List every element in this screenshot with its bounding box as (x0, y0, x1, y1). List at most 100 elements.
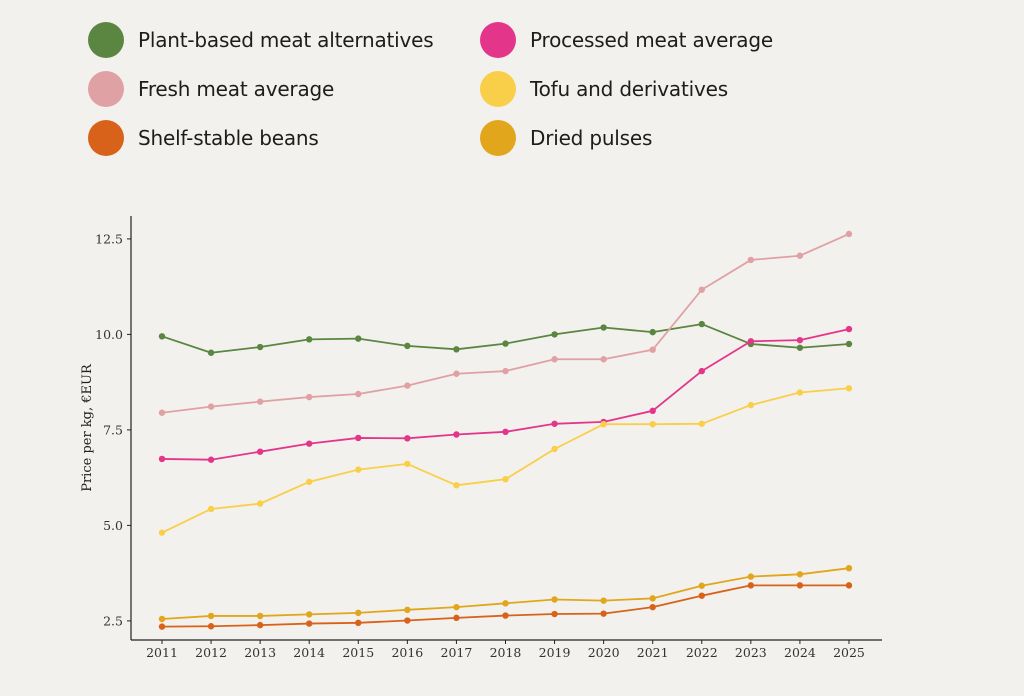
data-point (404, 382, 411, 389)
x-tick-label: 2023 (735, 645, 767, 660)
data-point (207, 623, 215, 630)
data-point (453, 346, 460, 353)
data-point (404, 606, 411, 614)
legend-item-tofu: Tofu and derivatives (480, 71, 728, 107)
legend-label: Processed meat average (530, 28, 773, 52)
data-point (747, 573, 755, 580)
data-point (404, 342, 411, 350)
data-point (453, 614, 460, 622)
y-tick-label: 10.0 (95, 327, 123, 342)
data-point (747, 338, 755, 345)
data-point (551, 610, 558, 618)
data-point (551, 420, 558, 427)
data-point (158, 409, 166, 416)
data-point (551, 596, 558, 603)
data-point (256, 612, 264, 620)
data-point (649, 328, 656, 336)
x-tick-label: 2013 (244, 645, 276, 660)
data-point (502, 367, 509, 375)
data-point (256, 398, 264, 405)
legend-item-fresh-meat: Fresh meat average (88, 71, 334, 107)
data-point (158, 455, 166, 463)
data-point (256, 621, 264, 629)
x-tick-label: 2012 (195, 645, 227, 660)
data-point (502, 428, 509, 436)
data-point (404, 460, 411, 468)
data-point (600, 356, 607, 363)
data-point (355, 466, 362, 473)
data-point (453, 370, 460, 377)
legend-item-shelf-stable-beans: Shelf-stable beans (88, 120, 319, 156)
data-point (845, 564, 853, 572)
data-point (747, 582, 755, 589)
legend-swatch-icon (480, 22, 516, 58)
x-tick-label: 2018 (490, 645, 522, 660)
data-point (158, 623, 166, 630)
series-plant-based-meat-alternatives (158, 320, 853, 356)
x-ticks: 2011 2012 2013 2014 2015 2016 2017 2018 2019 2020… (146, 640, 865, 660)
data-point (845, 325, 853, 333)
series-line (161, 233, 850, 414)
legend-label: Dried pulses (530, 126, 653, 150)
data-point (796, 389, 804, 396)
data-point (355, 619, 362, 627)
x-tick-label: 2015 (342, 645, 374, 660)
x-tick-label: 2017 (441, 645, 473, 660)
data-point (600, 420, 607, 428)
data-point (355, 609, 362, 617)
x-tick-label: 2014 (293, 645, 325, 660)
data-point (453, 482, 460, 489)
series-line (161, 323, 850, 354)
legend-item-dried-pulses: Dried pulses (480, 120, 652, 156)
legend-swatch-icon (480, 120, 516, 156)
data-point (796, 336, 804, 344)
data-point (207, 349, 215, 356)
series-shelf-stable-beans (158, 582, 853, 630)
x-tick-label: 2019 (539, 645, 571, 660)
data-point (845, 230, 853, 238)
data-point (306, 393, 313, 401)
data-point (158, 333, 166, 340)
legend-swatch-icon (480, 71, 516, 107)
data-point (256, 500, 264, 507)
x-tick-label: 2011 (146, 645, 178, 660)
x-tick-label: 2022 (686, 645, 718, 660)
data-point (845, 582, 853, 589)
data-point (256, 448, 264, 455)
legend-swatch-icon (88, 22, 124, 58)
series-tofu-and-derivatives (158, 385, 853, 536)
x-tick-label: 2016 (391, 645, 423, 660)
data-point (551, 445, 558, 453)
data-point (747, 401, 755, 409)
data-point (600, 324, 607, 331)
series-line (161, 567, 850, 620)
data-point (207, 403, 215, 410)
y-tick-label: 12.5 (95, 231, 123, 246)
data-point (600, 610, 607, 617)
series-fresh-meat-average (158, 230, 853, 416)
legend-item-plant-based: Plant-based meat alternatives (88, 22, 434, 58)
data-point (355, 434, 362, 442)
series-line (161, 387, 850, 534)
data-point (306, 478, 313, 486)
data-point (306, 336, 313, 343)
data-point (698, 286, 705, 293)
legend-label: Fresh meat average (138, 77, 335, 101)
data-point (698, 367, 705, 375)
x-tick-label: 2020 (588, 645, 620, 660)
data-point (698, 320, 705, 328)
data-point (453, 603, 460, 611)
data-point (551, 356, 558, 363)
legend-label: Plant-based meat alternatives (138, 28, 434, 52)
legend-swatch-icon (88, 120, 124, 156)
data-point (502, 612, 509, 619)
data-point (306, 611, 313, 618)
y-tick-label: 7.5 (103, 422, 123, 437)
legend: Plant-based meat alternatives Processed … (88, 22, 848, 172)
data-point (698, 582, 705, 589)
data-point (845, 385, 853, 392)
data-point (453, 431, 460, 438)
data-point (796, 344, 804, 351)
series-group (158, 230, 853, 630)
